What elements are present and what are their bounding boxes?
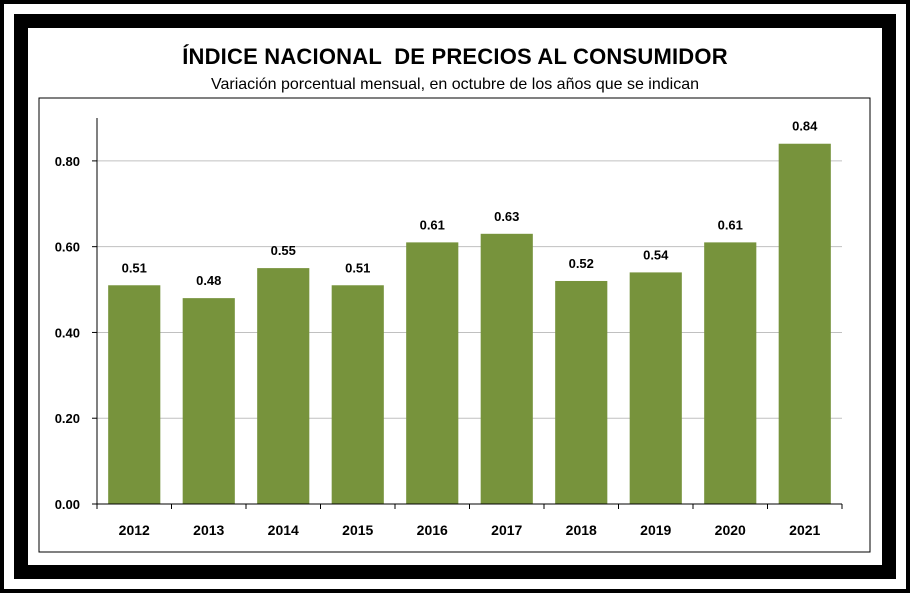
data-label-2018: 0.52 xyxy=(569,256,594,271)
x-tick-label-2015: 2015 xyxy=(342,522,373,538)
data-label-2015: 0.51 xyxy=(345,260,370,275)
bar-2018 xyxy=(555,280,608,504)
bar-2013 xyxy=(182,298,235,504)
data-label-2016: 0.61 xyxy=(420,217,445,232)
bar-2015 xyxy=(331,285,384,504)
data-label-2019: 0.54 xyxy=(643,247,669,262)
bar-2016 xyxy=(406,242,459,504)
data-label-2021: 0.84 xyxy=(792,119,818,134)
x-tick-label-2019: 2019 xyxy=(640,522,671,538)
y-tick-label: 0.40 xyxy=(55,325,80,340)
x-tick-label-2020: 2020 xyxy=(715,522,746,538)
x-tick-label-2014: 2014 xyxy=(268,522,299,538)
x-tick-label-2012: 2012 xyxy=(119,522,150,538)
data-label-2020: 0.61 xyxy=(718,217,743,232)
y-tick-label: 0.20 xyxy=(55,411,80,426)
y-tick-label: 0.80 xyxy=(55,154,80,169)
bar-2021 xyxy=(778,143,831,504)
data-label-2012: 0.51 xyxy=(122,260,147,275)
x-tick-label-2016: 2016 xyxy=(417,522,448,538)
x-tick-label-2017: 2017 xyxy=(491,522,522,538)
plot-frame xyxy=(38,97,871,553)
data-label-2017: 0.63 xyxy=(494,209,519,224)
labels: 0.00 0.20 0.40 0.60 0.80 0.51 2012 0.48 2013 0.55… xyxy=(55,119,821,538)
bar-2019 xyxy=(629,272,682,504)
chart-title: ÍNDICE NACIONAL DE PRECIOS AL CONSUMIDOR xyxy=(182,44,728,69)
x-tick-label-2021: 2021 xyxy=(789,522,820,538)
data-label-2014: 0.55 xyxy=(271,243,296,258)
y-tick-label: 0.60 xyxy=(55,240,80,255)
bar-2017 xyxy=(480,233,533,505)
bars xyxy=(108,143,831,505)
chart-subtitle: Variación porcentual mensual, en octubre… xyxy=(210,76,699,93)
bar-2020 xyxy=(704,242,757,504)
bar-2012 xyxy=(108,285,161,504)
y-tick-label: 0.00 xyxy=(55,497,80,512)
bar-2014 xyxy=(257,268,310,504)
x-tick-label-2013: 2013 xyxy=(193,522,224,538)
axes xyxy=(92,118,843,509)
x-tick-label-2018: 2018 xyxy=(566,522,597,538)
data-label-2013: 0.48 xyxy=(196,273,221,288)
